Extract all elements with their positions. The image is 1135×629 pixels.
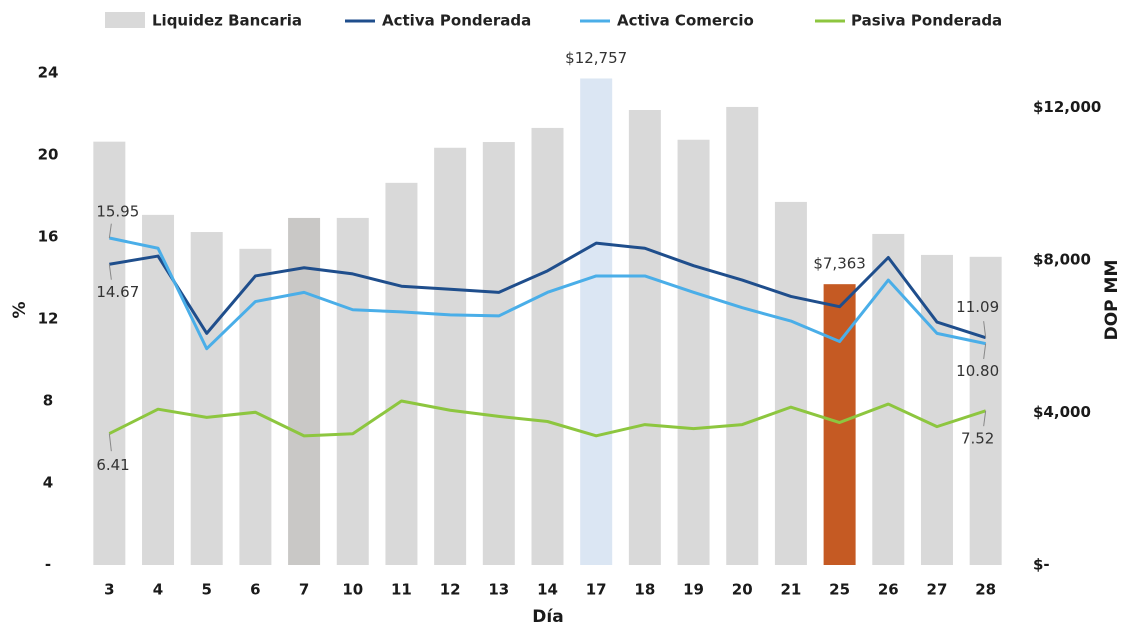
y2-tick-label: $12,000 <box>1033 98 1101 116</box>
legend-label: Activa Ponderada <box>382 12 531 30</box>
bar <box>190 232 223 565</box>
y-tick-label: 20 <box>38 146 59 164</box>
x-tick-label: 26 <box>878 581 899 599</box>
line-label: 14.67 <box>96 283 139 301</box>
line-label: 10.80 <box>956 362 999 380</box>
x-tick-label: 18 <box>634 581 655 599</box>
bar <box>336 217 369 565</box>
y-tick-label: 16 <box>38 228 59 246</box>
x-tick-label: 21 <box>780 581 801 599</box>
bar <box>434 147 467 566</box>
label-leader <box>983 321 987 338</box>
bar <box>385 182 418 565</box>
x-tick-label: 7 <box>299 581 309 599</box>
line-label: 15.95 <box>96 203 139 221</box>
line <box>108 399 987 438</box>
bar <box>872 233 905 565</box>
bar <box>677 139 710 565</box>
y-tick-label: - <box>45 556 51 574</box>
bar <box>726 106 759 565</box>
label-leader <box>108 223 112 239</box>
label-leader <box>108 433 112 452</box>
x-tick-label: 28 <box>975 581 996 599</box>
y-tick-label: 8 <box>43 392 53 410</box>
bar <box>239 248 272 566</box>
bar <box>93 141 126 565</box>
bar <box>531 127 564 565</box>
bar <box>482 142 515 565</box>
line-label: 7.52 <box>961 429 994 447</box>
y-axis-title: % <box>10 301 30 318</box>
x-tick-label: 10 <box>342 581 363 599</box>
x-tick-label: 13 <box>488 581 509 599</box>
x-axis-title: Día <box>532 607 563 627</box>
y2-tick-label: $4,000 <box>1033 403 1091 421</box>
bar-label: $7,363 <box>813 255 866 273</box>
y-tick-label: 4 <box>43 474 53 492</box>
bar <box>142 214 175 565</box>
line-label: 6.41 <box>96 456 129 474</box>
x-tick-label: 19 <box>683 581 704 599</box>
label-leader <box>108 264 112 280</box>
y-tick-label: 12 <box>38 310 59 328</box>
legend-label: Liquidez Bancaria <box>152 12 302 30</box>
label-leader <box>983 410 987 427</box>
y2-tick-label: $8,000 <box>1033 250 1091 268</box>
bar <box>580 78 613 566</box>
x-tick-label: 5 <box>201 581 211 599</box>
line-label: 11.09 <box>956 298 999 316</box>
x-tick-label: 27 <box>927 581 948 599</box>
bar <box>774 201 807 565</box>
bar <box>288 217 321 565</box>
x-tick-label: 11 <box>391 581 412 599</box>
x-tick-label: 20 <box>732 581 753 599</box>
y2-tick-label: $- <box>1033 556 1050 574</box>
x-tick-label: 4 <box>153 581 163 599</box>
bar-label: $12,757 <box>565 49 627 67</box>
bar <box>628 109 661 565</box>
legend-label: Pasiva Ponderada <box>851 12 1002 30</box>
line <box>109 236 986 351</box>
bar <box>920 254 953 565</box>
bar <box>823 284 856 565</box>
y-tick-label: 24 <box>38 64 59 82</box>
y2-axis-title: DOP MM <box>1102 260 1122 341</box>
line <box>109 241 987 340</box>
legend-label: Activa Comercio <box>617 12 754 30</box>
x-tick-label: 12 <box>440 581 461 599</box>
x-tick-label: 14 <box>537 581 558 599</box>
label-leader <box>983 343 987 360</box>
legend-swatch <box>105 12 145 28</box>
x-tick-label: 3 <box>104 581 114 599</box>
x-tick-label: 6 <box>250 581 260 599</box>
x-tick-label: 17 <box>586 581 607 599</box>
x-tick-label: 25 <box>829 581 850 599</box>
